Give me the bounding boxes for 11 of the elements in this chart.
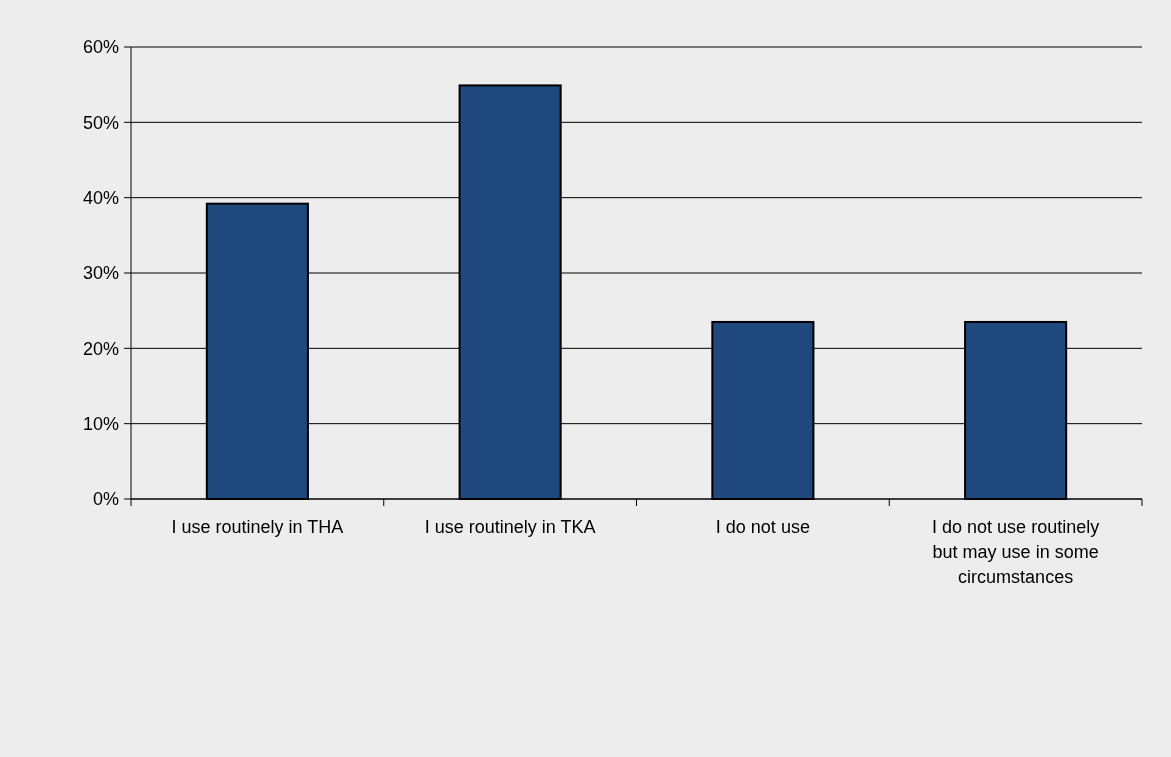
- x-tick-label: I do not use routinely but may use in some circumstances: [932, 517, 1100, 587]
- y-tick-label: 20%: [82, 338, 119, 359]
- y-tick-label: 30%: [82, 263, 119, 284]
- x-tick-label: I do not use: [715, 517, 810, 537]
- y-tick-label: 60%: [82, 37, 119, 58]
- y-tick-label: 0%: [92, 489, 119, 510]
- x-tick-label: I use routinely in THA: [171, 517, 344, 537]
- y-tick-label: 10%: [82, 413, 119, 434]
- y-tick-label: 50%: [82, 112, 119, 133]
- y-tick-label: 40%: [82, 187, 119, 208]
- x-tick-label: I use routinely in TKA: [424, 517, 596, 537]
